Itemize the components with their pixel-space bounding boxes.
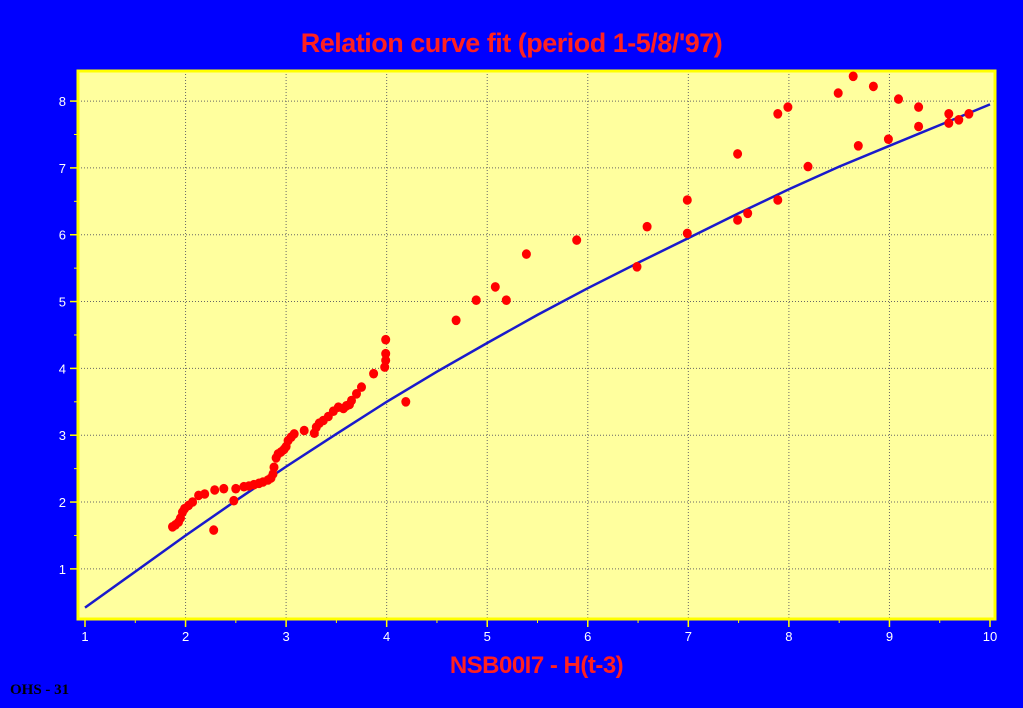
data-point <box>682 195 692 205</box>
x-axis-label: NSB00I7 - H(t-3) <box>449 652 624 679</box>
data-point <box>357 382 366 392</box>
data-point <box>773 195 783 205</box>
y-tick-label: 4 <box>59 361 66 376</box>
chart-title: Relation curve fit (period 1-5/8/'97) <box>300 28 723 58</box>
x-tick-label: 5 <box>484 629 491 644</box>
data-point <box>848 71 858 82</box>
x-tick-label: 9 <box>886 629 893 644</box>
data-point <box>733 215 743 225</box>
data-point <box>914 102 924 112</box>
data-point <box>269 462 279 473</box>
slide-label: OHS - 31 <box>10 682 70 698</box>
y-tick-label: 8 <box>59 94 66 109</box>
plot-area <box>78 71 995 619</box>
x-tick-label: 1 <box>81 629 88 644</box>
y-tick-label: 7 <box>59 161 66 176</box>
data-point <box>210 485 220 495</box>
data-point <box>289 429 299 439</box>
data-point <box>572 235 582 245</box>
x-tick-label: 10 <box>983 629 997 644</box>
x-tick-label: 2 <box>182 629 189 644</box>
y-tick-label: 6 <box>59 228 66 243</box>
data-point <box>381 355 391 366</box>
data-point <box>733 149 743 159</box>
data-point <box>853 141 863 151</box>
y-tick-label: 3 <box>59 428 66 443</box>
plot-border <box>76 69 997 621</box>
data-point <box>883 134 893 144</box>
data-point <box>401 397 411 407</box>
x-tick-label: 7 <box>685 629 692 644</box>
data-point <box>803 161 813 172</box>
data-point <box>200 489 210 499</box>
data-point <box>231 483 241 494</box>
data-point <box>783 102 793 112</box>
data-point <box>632 262 642 272</box>
data-point <box>369 368 379 379</box>
data-point <box>964 109 974 119</box>
data-point <box>381 348 391 359</box>
data-point <box>352 389 361 399</box>
data-point <box>773 109 783 119</box>
data-point <box>743 208 753 219</box>
data-point <box>501 295 511 306</box>
y-tick-label: 1 <box>59 562 66 577</box>
data-point <box>894 94 903 104</box>
x-tick-label: 3 <box>282 629 289 644</box>
data-point <box>347 395 356 406</box>
data-point <box>521 249 531 259</box>
data-point <box>642 221 652 232</box>
data-point <box>451 315 461 326</box>
data-point <box>299 425 309 436</box>
data-point <box>209 525 219 535</box>
data-point <box>914 121 924 132</box>
y-tick-label: 5 <box>59 295 66 310</box>
data-point <box>944 118 954 128</box>
x-tick-label: 6 <box>584 629 591 644</box>
data-point <box>954 115 964 125</box>
data-point <box>381 334 391 345</box>
x-tick-label: 8 <box>785 629 792 644</box>
y-tick-label: 2 <box>59 495 66 510</box>
data-point <box>833 88 843 98</box>
data-point <box>868 81 878 92</box>
data-point <box>471 295 481 306</box>
x-tick-label: 4 <box>383 629 390 644</box>
data-point <box>219 483 229 494</box>
data-point <box>229 495 239 506</box>
data-point <box>188 497 198 507</box>
data-point <box>490 282 500 292</box>
data-point <box>682 228 692 239</box>
data-point <box>944 109 954 119</box>
